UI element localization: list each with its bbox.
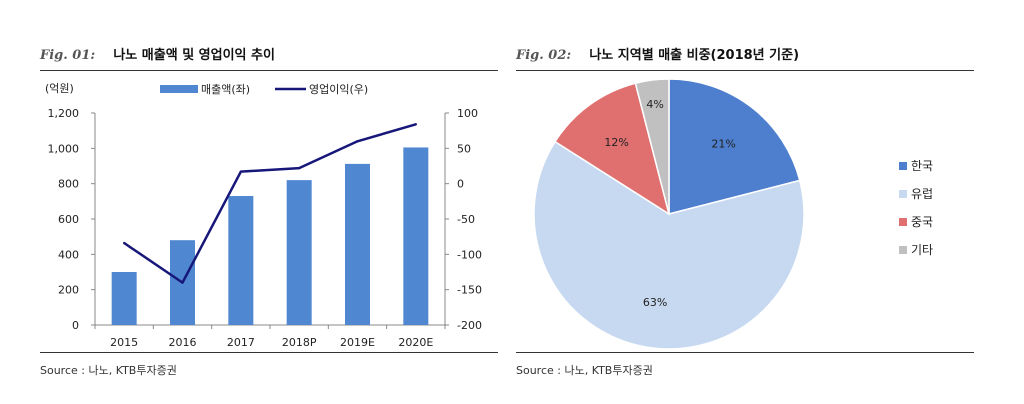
left-axis-tick-label: 800 — [58, 178, 79, 191]
legend-swatch — [899, 190, 907, 198]
pie-data-label: 21% — [711, 138, 735, 151]
sales-bar — [345, 163, 370, 325]
sales-bar — [286, 180, 312, 325]
fig1-top-rule — [40, 70, 498, 71]
pie-slice-유럽 — [533, 140, 805, 350]
x-axis-tick-label: 2018P — [282, 336, 317, 349]
x-axis-tick-label: 2020E — [398, 336, 433, 349]
legend-profit-label: 영업이익(우) — [309, 83, 368, 96]
right-axis-tick-label: -100 — [457, 248, 482, 261]
sales-bar — [111, 272, 137, 325]
fig1-number: Fig. 01: — [40, 48, 96, 63]
sales-bar — [403, 147, 429, 325]
fig1-panel: Fig. 01: 나노 매출액 및 영업이익 추이 (억원) 매출액(좌) 영업이익… — [0, 0, 500, 404]
pie-slice-중국 — [553, 82, 671, 216]
legend-swatch — [899, 246, 907, 254]
fig2-title: 나노 지역별 매출 비중(2018년 기준) — [589, 48, 800, 63]
right-axis-tick-label: -50 — [457, 213, 475, 226]
right-axis-tick-label: 0 — [457, 178, 464, 191]
sales-profit-combo-chart: (억원) 매출액(좌) 영업이익(우) 0 200 400 600 800 1,000 1,200… — [45, 82, 482, 349]
x-axis-tick-label: 2019E — [340, 336, 375, 349]
left-axis-tick-label: 200 — [58, 284, 79, 297]
pie-slice-기타 — [634, 78, 670, 215]
fig2-header: Fig. 02: 나노 지역별 매출 비중(2018년 기준) — [516, 44, 799, 63]
right-axis-tick-label: -150 — [457, 284, 482, 297]
legend-label: 유럽 — [911, 187, 933, 201]
right-axis-tick-label: 50 — [457, 142, 471, 155]
left-axis-tick-label: 400 — [58, 248, 79, 261]
pie-data-label: 63% — [643, 296, 667, 309]
operating-profit-point — [239, 170, 243, 173]
operating-profit-point — [414, 123, 418, 126]
x-axis-tick-label: 2017 — [227, 336, 255, 349]
left-axis-unit: (억원) — [45, 82, 74, 95]
operating-profit-point — [181, 281, 184, 284]
operating-profit-point — [356, 140, 359, 143]
fig2-top-rule — [516, 70, 974, 71]
fig1-title: 나노 매출액 및 영업이익 추이 — [113, 48, 275, 63]
left-axis-tick-label: 0 — [72, 319, 79, 332]
left-axis-tick-label: 1,200 — [48, 107, 80, 120]
operating-profit-point — [122, 241, 126, 245]
left-axis-tick-label: 600 — [58, 213, 79, 226]
legend-swatch — [899, 162, 907, 170]
legend-label: 한국 — [911, 159, 933, 173]
right-axis-tick-label: 100 — [457, 107, 478, 120]
legend-bar-swatch — [160, 85, 198, 93]
pie-slice-한국 — [668, 78, 801, 215]
legend-swatch — [899, 218, 907, 226]
fig2-bottom-rule — [516, 352, 974, 353]
fig2-number: Fig. 02: — [516, 48, 572, 63]
fig1-bottom-rule — [40, 352, 498, 353]
pie-data-label: 12% — [604, 136, 628, 149]
legend-label: 기타 — [911, 243, 933, 257]
fig2-source: Source : 나노, KTB투자증권 — [516, 364, 653, 377]
fig1-source: Source : 나노, KTB투자증권 — [40, 364, 177, 377]
pie-data-label: 4% — [646, 98, 663, 111]
fig2-panel: Fig. 02: 나노 지역별 매출 비중(2018년 기준) 21% 63% 12… — [512, 0, 1024, 404]
fig1-header: Fig. 01: 나노 매출액 및 영업이익 추이 — [40, 44, 275, 63]
operating-profit-line — [123, 123, 417, 284]
right-axis-tick-label: -200 — [457, 319, 482, 332]
x-axis-tick-label: 2016 — [169, 336, 197, 349]
sales-bar — [228, 196, 254, 325]
operating-profit-point — [297, 166, 301, 170]
legend-sales-label: 매출액(좌) — [201, 83, 250, 96]
x-axis-tick-label: 2015 — [110, 336, 138, 349]
left-axis-tick-label: 1,000 — [48, 142, 80, 155]
legend-label: 중국 — [911, 215, 933, 229]
